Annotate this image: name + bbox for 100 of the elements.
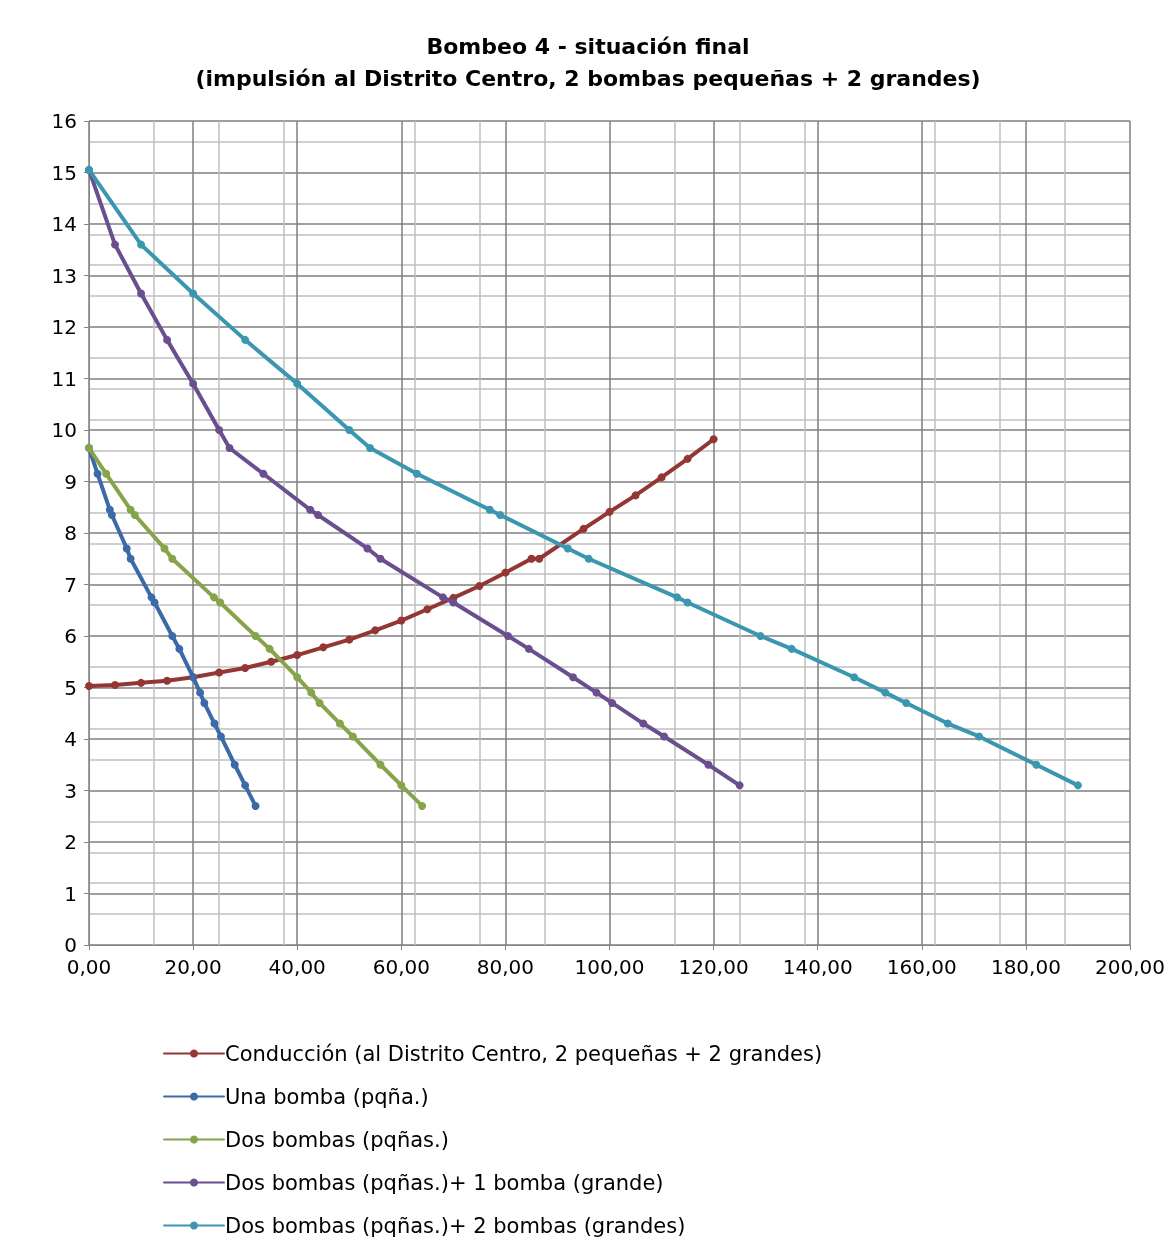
point xyxy=(660,732,669,741)
point xyxy=(756,632,765,640)
y-tick-label: 15 xyxy=(51,160,77,185)
point xyxy=(189,379,198,388)
point xyxy=(259,469,268,478)
point xyxy=(397,616,406,625)
point xyxy=(524,644,533,653)
point xyxy=(376,554,385,563)
chart-title: Bombeo 4 - situación final xyxy=(426,33,750,59)
point xyxy=(230,760,239,769)
point xyxy=(345,426,354,434)
x-tick-label: 100,00 xyxy=(574,955,645,979)
chart-subtitle: (impulsión al Distrito Centro, 2 bombas pequeñas + 2 grandes) xyxy=(195,65,981,91)
point xyxy=(501,568,510,577)
point xyxy=(251,632,260,640)
y-tick-label: 4 xyxy=(64,727,77,751)
x-tick-label: 180,00 xyxy=(990,955,1061,979)
point xyxy=(93,469,102,478)
y-tick-label: 8 xyxy=(64,521,77,545)
x-tick-label: 40,00 xyxy=(268,955,326,979)
x-tick-label: 20,00 xyxy=(164,955,222,979)
point xyxy=(605,507,614,516)
point xyxy=(485,505,494,514)
legend-label: Dos bombas (pqñas.)+ 1 bomba (grande) xyxy=(225,1170,664,1195)
point xyxy=(975,732,984,741)
point xyxy=(137,289,146,298)
point xyxy=(475,582,484,591)
y-tick-label: 9 xyxy=(64,469,77,494)
y-tick-label: 11 xyxy=(51,366,77,391)
point xyxy=(345,635,354,644)
point xyxy=(735,781,744,790)
point xyxy=(683,598,692,607)
point xyxy=(163,676,172,685)
y-tick-label: 5 xyxy=(64,675,77,700)
point xyxy=(423,605,432,614)
y-tick-label: 12 xyxy=(51,315,77,339)
point xyxy=(215,426,224,434)
point xyxy=(592,688,601,697)
point xyxy=(241,781,250,790)
point xyxy=(314,510,323,519)
point xyxy=(418,801,427,810)
point xyxy=(397,781,406,790)
point xyxy=(241,663,250,672)
point xyxy=(189,289,198,298)
point xyxy=(319,643,328,652)
point xyxy=(126,554,135,563)
x-tick-label: 140,00 xyxy=(782,955,853,979)
legend-label: Dos bombas (pqñas.)+ 2 bombas (grandes) xyxy=(225,1213,686,1238)
point xyxy=(126,505,135,514)
point xyxy=(363,544,372,553)
point xyxy=(107,510,116,519)
point xyxy=(137,678,146,687)
point xyxy=(496,510,505,519)
y-tick-label: 2 xyxy=(64,830,77,854)
x-tick-label: 80,00 xyxy=(476,955,535,979)
point xyxy=(85,681,93,690)
x-tick-label: 160,00 xyxy=(886,955,957,979)
y-tick-label: 1 xyxy=(64,881,77,906)
point xyxy=(535,554,544,563)
point xyxy=(584,554,593,563)
point xyxy=(209,593,218,602)
point xyxy=(111,240,120,249)
y-tick-label: 16 xyxy=(51,109,77,133)
point xyxy=(200,698,209,707)
x-tick-label: 200,00 xyxy=(1095,955,1165,979)
point xyxy=(673,593,682,602)
x-tick-label: 60,00 xyxy=(372,955,430,979)
point xyxy=(449,598,458,607)
point xyxy=(216,732,225,741)
point xyxy=(168,554,177,563)
point xyxy=(504,632,513,640)
y-tick-label: 7 xyxy=(64,572,77,597)
point xyxy=(438,593,447,602)
point xyxy=(267,657,276,666)
point xyxy=(335,719,344,728)
y-tick-label: 14 xyxy=(51,212,77,236)
point xyxy=(293,379,302,388)
point xyxy=(307,688,316,697)
point xyxy=(241,335,250,344)
y-tick-label: 10 xyxy=(51,418,77,442)
point xyxy=(293,651,302,660)
point xyxy=(850,673,859,682)
point xyxy=(683,454,692,463)
point xyxy=(376,760,385,769)
y-tick-label: 0 xyxy=(64,933,77,957)
point xyxy=(371,626,380,635)
point xyxy=(348,732,357,741)
point xyxy=(265,644,274,653)
point xyxy=(175,644,184,653)
point xyxy=(639,719,648,728)
point xyxy=(563,544,572,553)
point xyxy=(569,673,578,682)
point xyxy=(225,444,234,453)
point xyxy=(102,469,111,478)
point xyxy=(704,760,713,769)
point xyxy=(251,801,260,810)
legend-label: Dos bombas (pqñas.) xyxy=(225,1127,449,1152)
point xyxy=(315,698,324,707)
point xyxy=(196,688,205,697)
point xyxy=(527,554,536,563)
